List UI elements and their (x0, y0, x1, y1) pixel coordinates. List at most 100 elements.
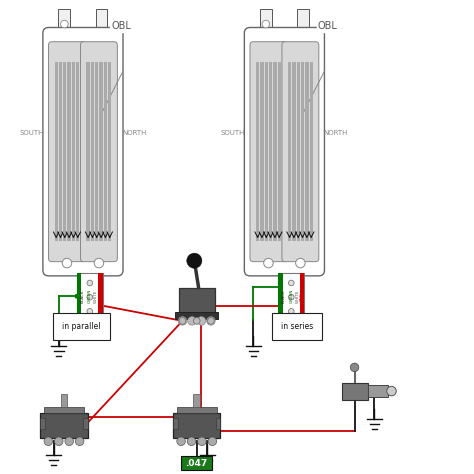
Text: in parallel: in parallel (63, 322, 101, 331)
FancyBboxPatch shape (48, 42, 85, 262)
Text: GREEN: GREEN (88, 289, 92, 303)
Bar (260, 9, 272, 36)
Bar (63, 62, 66, 241)
Circle shape (179, 318, 186, 324)
FancyBboxPatch shape (245, 27, 324, 276)
Circle shape (62, 258, 72, 268)
Bar (173, 413, 220, 438)
Circle shape (44, 437, 53, 446)
Bar (77, 273, 103, 320)
Circle shape (178, 317, 187, 325)
Bar (55, 62, 58, 241)
Bar (193, 394, 200, 407)
Circle shape (74, 294, 79, 299)
Circle shape (288, 309, 294, 314)
Circle shape (75, 437, 84, 446)
Bar (288, 62, 291, 241)
Bar (72, 62, 75, 241)
Bar (278, 62, 281, 241)
Text: NORTH: NORTH (323, 130, 348, 136)
Circle shape (208, 318, 214, 324)
Bar (264, 62, 268, 241)
Circle shape (296, 258, 305, 268)
Text: RED: RED (99, 292, 102, 301)
Bar (83, 418, 88, 429)
FancyBboxPatch shape (43, 27, 123, 276)
Circle shape (87, 309, 93, 314)
Bar (76, 62, 80, 241)
Bar (278, 273, 304, 320)
Bar (175, 312, 218, 319)
FancyBboxPatch shape (282, 42, 319, 262)
Circle shape (288, 294, 294, 300)
Bar (108, 62, 111, 241)
Circle shape (197, 317, 206, 325)
Circle shape (187, 253, 202, 268)
Bar (300, 273, 304, 320)
Circle shape (87, 294, 93, 300)
Circle shape (288, 280, 294, 286)
Bar (177, 407, 217, 413)
Bar (301, 62, 304, 241)
Bar (77, 273, 82, 320)
Bar (59, 62, 62, 241)
Circle shape (350, 363, 359, 372)
Circle shape (177, 437, 185, 446)
Circle shape (61, 20, 68, 28)
Bar (342, 383, 368, 400)
Bar (95, 62, 99, 241)
Circle shape (198, 437, 206, 446)
Circle shape (387, 386, 396, 396)
Bar (173, 418, 178, 429)
Circle shape (87, 280, 93, 286)
Circle shape (55, 437, 63, 446)
Circle shape (262, 20, 270, 28)
Bar (96, 9, 108, 36)
Circle shape (208, 437, 217, 446)
Bar (98, 273, 103, 320)
Bar (269, 62, 272, 241)
Bar (278, 273, 283, 320)
Bar (256, 62, 259, 241)
Bar (86, 62, 90, 241)
Text: OBL: OBL (318, 21, 337, 31)
Text: SOUTH: SOUTH (19, 130, 44, 136)
FancyBboxPatch shape (81, 42, 118, 262)
Bar (297, 62, 300, 241)
Text: WHITE: WHITE (94, 290, 98, 303)
Bar (40, 413, 88, 438)
Text: in series: in series (281, 322, 313, 331)
Text: BLACK: BLACK (81, 290, 84, 303)
Bar (368, 385, 388, 397)
Circle shape (187, 437, 196, 446)
Bar (260, 62, 264, 241)
Bar (292, 62, 296, 241)
Bar (104, 62, 107, 241)
Bar (40, 418, 45, 429)
Bar (305, 62, 309, 241)
FancyBboxPatch shape (250, 42, 287, 262)
Bar (44, 407, 84, 413)
Bar (100, 62, 103, 241)
Bar (61, 394, 67, 407)
Text: .047: .047 (186, 459, 208, 467)
Bar (179, 288, 215, 315)
Bar (58, 9, 70, 36)
Bar (216, 418, 220, 429)
Bar (273, 62, 276, 241)
Circle shape (193, 318, 200, 324)
Text: WHITE: WHITE (296, 290, 300, 303)
Circle shape (65, 437, 73, 446)
Circle shape (188, 317, 196, 325)
Text: RED: RED (300, 292, 304, 301)
Bar (297, 9, 309, 36)
Text: SOUTH: SOUTH (221, 130, 246, 136)
Circle shape (264, 258, 273, 268)
Text: BLACK: BLACK (282, 290, 286, 303)
Text: OBL: OBL (111, 21, 131, 31)
Bar (67, 62, 71, 241)
Circle shape (94, 258, 104, 268)
Text: GREEN: GREEN (289, 289, 293, 303)
Circle shape (207, 317, 215, 325)
Bar (181, 456, 212, 470)
